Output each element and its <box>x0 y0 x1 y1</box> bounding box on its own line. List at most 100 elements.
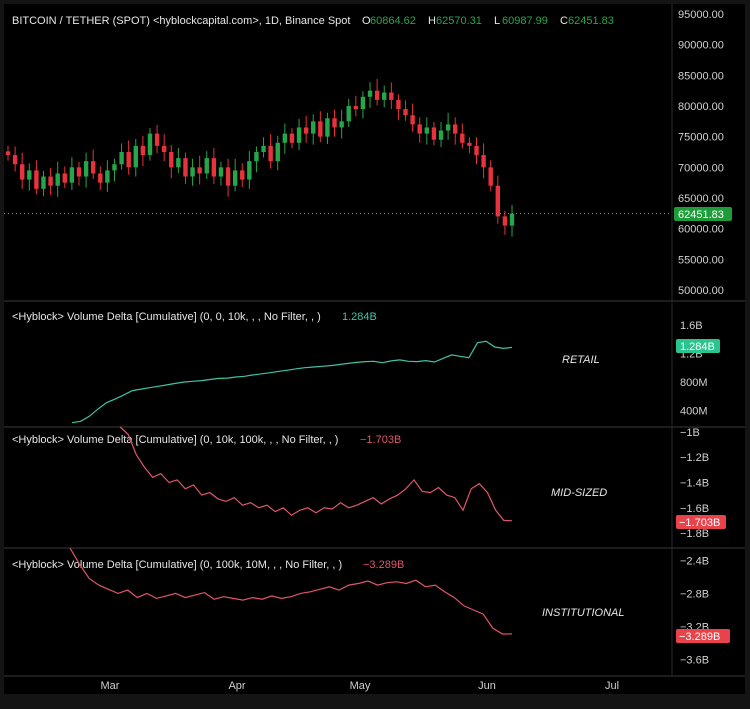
candle-body <box>12 155 18 165</box>
ohlc-value-c: 62451.83 <box>568 15 614 27</box>
candle-body <box>261 145 266 152</box>
candle-body <box>34 170 39 189</box>
candle-body <box>268 145 273 162</box>
time-tick-label: Jun <box>478 680 496 692</box>
retail-indicator-title: <Hyblock> Volume Delta [Cumulative] (0, … <box>12 311 321 323</box>
candle-body <box>19 164 25 180</box>
candle-body <box>396 99 401 110</box>
candle-body <box>98 173 103 183</box>
candle-body <box>445 124 451 131</box>
price-tick-label: 85000.00 <box>678 70 724 82</box>
price-tick-label: 55000.00 <box>678 254 724 266</box>
mid-tick-label: −1B <box>680 427 700 439</box>
candle-body <box>41 176 46 189</box>
candle-body <box>176 158 181 168</box>
inst-indicator-title: <Hyblock> Volume Delta [Cumulative] (0, … <box>12 559 342 571</box>
ohlc-value-h: 62570.31 <box>436 15 482 27</box>
candle-body <box>62 173 67 183</box>
inst-value-badge <box>676 629 730 643</box>
candle-body <box>289 133 295 143</box>
inst-volume-delta-line <box>69 547 513 635</box>
mid-axis: −1B −1.2B −1.4B −1.6B −1.8B <box>680 427 709 540</box>
inst-annotation: INSTITUTIONAL <box>542 607 625 619</box>
candle-body <box>183 158 188 177</box>
candle-body <box>431 127 437 140</box>
ohlc-readout: O 60864.62 H 62570.31 L 60987.99 C 62451.83 <box>362 15 614 27</box>
candle-body <box>140 145 146 156</box>
mid-value-badge <box>676 515 726 529</box>
ohlc-key-o: O <box>362 15 371 27</box>
candle-body <box>296 127 302 143</box>
candle-body <box>112 164 117 171</box>
candle-body <box>417 124 422 134</box>
candle-body <box>232 170 238 186</box>
mid-tick-label: −1.6B <box>680 503 709 515</box>
candle-body <box>169 152 174 168</box>
time-axis: Mar Apr May Jun Jul <box>101 680 620 692</box>
candlestick-series <box>5 79 515 237</box>
candle-body <box>225 167 231 186</box>
price-chart-title: BITCOIN / TETHER (SPOT) <hyblockcapital.… <box>12 15 350 27</box>
mid-value-badge-label: −1.703B <box>679 517 720 529</box>
candle-body <box>105 170 110 183</box>
candle-body <box>282 133 288 143</box>
ohlc-value-l: 60987.99 <box>502 15 548 27</box>
candle-body <box>311 121 316 134</box>
candle-body <box>5 151 11 156</box>
candle-body <box>55 173 60 186</box>
retail-value-badge-label: 1.284B <box>680 341 715 353</box>
candle-body <box>403 109 408 116</box>
candle-body <box>303 127 309 134</box>
candle-body <box>254 152 259 162</box>
plot-background <box>4 4 745 694</box>
candle-body <box>410 115 415 125</box>
candle-body <box>467 142 472 146</box>
inst-indicator-value: −3.289B <box>363 559 404 571</box>
candle-body <box>346 106 351 122</box>
mid-tick-label: −1.8B <box>680 528 709 540</box>
ohlc-key-l: L <box>494 15 500 27</box>
candle-body <box>69 167 75 183</box>
inst-tick-label: −2.4B <box>680 555 709 567</box>
candle-body <box>218 167 224 177</box>
inst-value-badge-label: −3.289B <box>679 631 720 643</box>
price-axis: 95000.00 90000.00 85000.00 80000.00 75000.00… <box>678 9 724 297</box>
candle-body <box>83 161 89 177</box>
time-tick-label: May <box>350 680 371 692</box>
candle-body <box>197 167 202 174</box>
candle-body <box>332 118 337 128</box>
candle-body <box>119 152 124 165</box>
candle-body <box>27 170 32 180</box>
candle-body <box>374 90 380 100</box>
mid-tick-label: −1.2B <box>680 452 709 464</box>
retail-volume-delta-line <box>71 340 513 424</box>
candle-body <box>133 145 138 168</box>
time-tick-label: Jul <box>605 680 619 692</box>
candle-body <box>211 158 217 177</box>
candle-body <box>424 127 430 134</box>
candle-body <box>126 152 131 168</box>
candle-body <box>147 133 153 156</box>
candle-body <box>339 121 344 128</box>
last-price-label: 62451.83 <box>678 209 724 221</box>
candle-body <box>382 92 387 100</box>
candle-body <box>474 145 479 156</box>
price-tick-label: 60000.00 <box>678 224 724 236</box>
candle-body <box>438 130 444 140</box>
candle-body <box>389 92 394 100</box>
last-price-badge <box>674 207 732 221</box>
candle-body <box>154 133 160 146</box>
price-tick-label: 70000.00 <box>678 162 724 174</box>
time-tick-label: Mar <box>101 680 120 692</box>
candle-body <box>509 213 515 226</box>
candle-body <box>275 142 280 162</box>
inst-tick-label: −3.6B <box>680 655 709 667</box>
candle-body <box>76 167 82 177</box>
price-tick-label: 80000.00 <box>678 101 724 113</box>
candle-body <box>353 106 359 110</box>
retail-value-badge <box>676 339 720 353</box>
mid-volume-delta-line <box>119 426 513 522</box>
candle-body <box>204 158 209 174</box>
